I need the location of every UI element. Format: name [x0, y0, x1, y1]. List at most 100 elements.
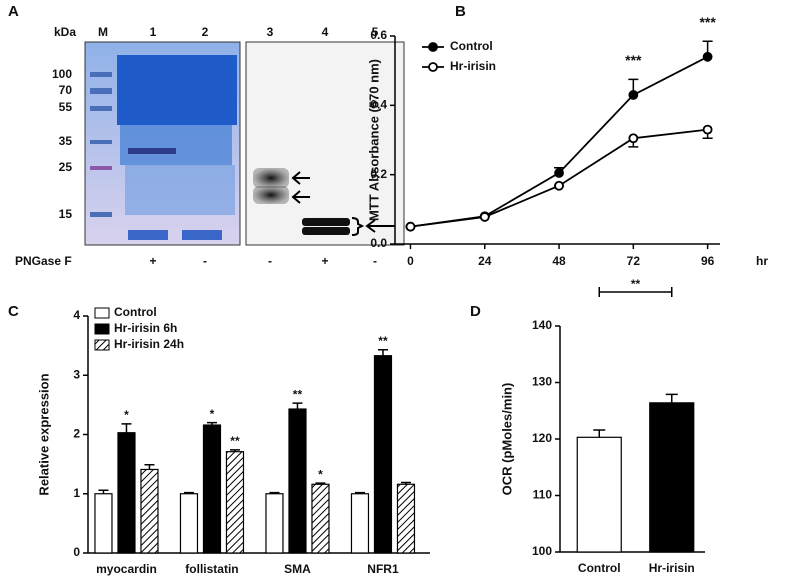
significance-bracket [598, 287, 673, 297]
annotation: ** [631, 277, 641, 291]
x-tick-label: NFR1 [367, 562, 399, 576]
point [405, 221, 416, 232]
legend-label: Control [114, 305, 157, 319]
series-line [410, 128, 708, 228]
bar [202, 424, 222, 554]
treatment-sign: - [268, 254, 272, 268]
x-axis-label: hr [756, 254, 768, 268]
x-tick-label: SMA [284, 562, 311, 576]
panel-label: C [8, 303, 19, 320]
bar [225, 451, 245, 554]
marker-label: 35 [59, 134, 73, 148]
x-tick-label: 72 [627, 254, 641, 268]
annotation: *** [699, 14, 716, 30]
bar [396, 483, 416, 554]
y-tick-label: 110 [533, 488, 553, 502]
lane-label: 1 [150, 25, 157, 39]
y-tick-label: 120 [532, 431, 552, 445]
legend-label: Control [450, 39, 493, 53]
legend-swatch [94, 307, 110, 319]
treatment-sign: + [149, 254, 156, 268]
bar [140, 468, 159, 554]
point [702, 124, 713, 135]
y-axis-label: MTT Absorbance (570 nm) [366, 59, 381, 221]
annotation: *** [625, 52, 642, 68]
y-tick-label: 140 [532, 318, 552, 332]
treatment-sign: + [321, 254, 328, 268]
y-tick-label: 0 [73, 545, 80, 559]
error-bar [665, 393, 678, 403]
error-bar [377, 349, 388, 356]
y-axis-label: Relative expression [36, 373, 51, 495]
y-axis-label: OCR (pMoles/min) [499, 383, 514, 496]
legend-label: Hr-irisin 24h [114, 337, 184, 351]
error-bar [121, 423, 132, 433]
y-tick-label: 0.0 [370, 236, 387, 250]
treatment-sign: - [373, 254, 377, 268]
treatment-sign: - [203, 254, 207, 268]
bar [576, 436, 622, 553]
x-tick-label: 24 [478, 254, 492, 268]
significance: * [124, 408, 129, 422]
y-tick-label: 4 [73, 308, 80, 322]
point [702, 51, 713, 62]
y-tick-label: 0.6 [370, 28, 387, 42]
gel-coomassie [84, 41, 241, 246]
panel-label: D [470, 303, 481, 320]
point [554, 168, 564, 178]
marker-label: 70 [59, 83, 73, 97]
significance: ** [293, 387, 303, 401]
x-tick-label: follistatin [185, 562, 238, 576]
bar [649, 402, 695, 553]
point [628, 90, 639, 100]
treatment-label: PNGase F [15, 254, 72, 268]
y-tick-label: 3 [73, 367, 80, 381]
point [554, 180, 564, 191]
significance: * [318, 467, 323, 481]
lane-label: 5 [372, 25, 379, 39]
x-tick-label: Control [578, 561, 621, 575]
error-bar [292, 402, 303, 410]
marker-label: 25 [59, 160, 73, 174]
bar [179, 493, 199, 554]
x-tick-label: myocardin [96, 562, 157, 576]
panel-label: A [8, 3, 19, 20]
y-tick-label: 130 [532, 375, 552, 389]
marker-label: 100 [52, 67, 72, 81]
bar [288, 408, 307, 554]
error-bar [593, 429, 606, 438]
series-line [410, 55, 709, 228]
x-tick-label: 0 [407, 254, 414, 268]
y-tick-label: 2 [73, 427, 80, 441]
y-tick-label: 0.4 [370, 98, 387, 112]
significance: ** [230, 434, 240, 448]
legend-swatch [94, 323, 110, 335]
x-tick-label: 96 [701, 254, 715, 268]
point [479, 212, 490, 222]
gel-western [245, 41, 405, 246]
y-tick-label: 100 [532, 544, 552, 558]
lane-label: 3 [267, 25, 274, 39]
marker-label: 55 [59, 100, 73, 114]
bar [350, 493, 370, 554]
legend-marker [428, 42, 438, 52]
marker-label: 15 [59, 207, 73, 221]
legend-label: Hr-irisin [450, 59, 496, 73]
significance: * [210, 407, 215, 421]
x-tick-label: 48 [552, 254, 566, 268]
bar [94, 493, 113, 554]
lane-label: 4 [322, 25, 329, 39]
bar [373, 355, 393, 554]
y-tick-label: 1 [73, 486, 80, 500]
panel-label: B [455, 3, 466, 20]
significance: ** [378, 334, 388, 348]
legend-label: Hr-irisin 6h [114, 321, 177, 335]
x-tick-label: Hr-irisin [649, 561, 695, 575]
bar [117, 432, 136, 554]
bar [265, 493, 284, 554]
lane-label: 2 [202, 25, 209, 39]
unit-label: kDa [54, 25, 76, 39]
error-bar [144, 463, 155, 470]
bar [311, 483, 330, 554]
